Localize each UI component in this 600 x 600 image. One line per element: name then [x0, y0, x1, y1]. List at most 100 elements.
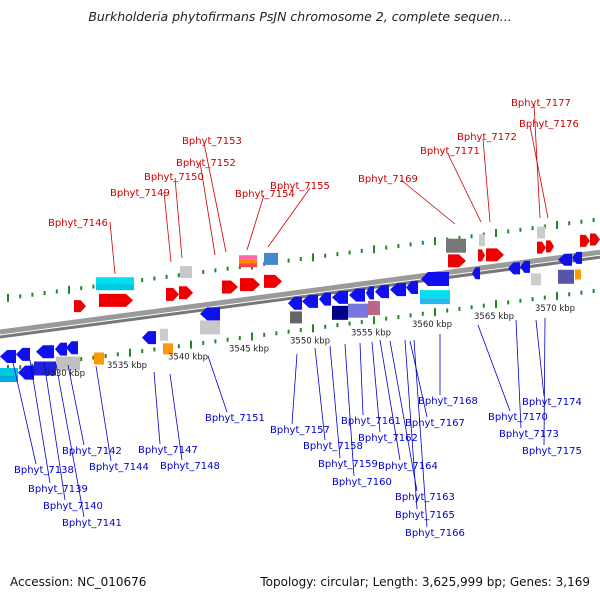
- reverse-gene-label: Bphyt_7159: [318, 459, 378, 470]
- reverse-label-leader: [314, 347, 326, 441]
- reverse-gene-arrow: [0, 350, 16, 363]
- reverse-gene-box: [56, 356, 80, 371]
- tick-mark-upper: [7, 293, 9, 302]
- accession-text: Accession: NC_010676: [10, 575, 147, 589]
- reverse-gene-arrow: [332, 290, 348, 304]
- tick-mark-upper: [19, 294, 22, 299]
- forward-label-leader: [267, 187, 311, 248]
- reverse-gene-arrow: [472, 267, 480, 280]
- forward-label-leader: [174, 177, 183, 259]
- tick-mark-upper: [226, 266, 229, 271]
- reverse-gene-arrow: [200, 307, 220, 321]
- tick-mark-upper: [434, 237, 436, 246]
- tick-mark-lower: [324, 324, 327, 329]
- kbp-tick-label: 3545 kbp: [229, 345, 269, 355]
- reverse-gene-label: Bphyt_7173: [499, 429, 559, 440]
- reverse-gene-arrow: [558, 253, 572, 266]
- forward-label-leader: [203, 142, 227, 253]
- tick-mark-upper: [92, 284, 95, 289]
- reverse-gene-box: [94, 352, 104, 365]
- reverse-label-leader: [515, 319, 522, 429]
- reverse-gene-box: [93, 337, 103, 350]
- forward-gene-arrow: [240, 278, 260, 292]
- reverse-label-leader: [543, 317, 546, 446]
- tick-mark-lower: [153, 347, 156, 352]
- forward-gene-box: [537, 226, 545, 239]
- kbp-tick-label: 3560 kbp: [412, 320, 452, 330]
- reverse-gene-arrow: [55, 342, 67, 356]
- reverse-gene-label: Bphyt_7141: [62, 518, 122, 529]
- forward-gene-arrow: [537, 241, 546, 254]
- tick-mark-upper: [43, 291, 46, 296]
- forward-gene-arrow: [179, 286, 193, 300]
- tick-mark-upper: [360, 248, 363, 253]
- reverse-gene-box: [558, 269, 574, 284]
- tick-mark-lower: [129, 348, 131, 357]
- forward-gene-arrow: [478, 249, 485, 262]
- tick-mark-upper: [214, 268, 217, 273]
- forward-gene-box: [180, 266, 192, 279]
- reverse-label-leader: [409, 340, 428, 418]
- reverse-gene-arrow: [572, 251, 582, 264]
- tick-mark-lower: [580, 290, 583, 295]
- tick-mark-lower: [116, 352, 119, 357]
- tick-mark-upper: [165, 274, 168, 279]
- tick-mark-upper: [373, 245, 375, 254]
- tick-mark-upper: [470, 234, 473, 239]
- reverse-label-leader: [67, 364, 85, 446]
- reverse-gene-label: Bphyt_7142: [62, 446, 122, 457]
- tick-mark-upper: [556, 220, 558, 229]
- tick-mark-upper: [531, 226, 534, 231]
- tick-mark-lower: [190, 340, 192, 349]
- tick-mark-lower: [507, 300, 510, 305]
- forward-gene-arrow: [448, 254, 466, 268]
- tick-mark-lower: [543, 295, 546, 300]
- reverse-label-leader: [359, 342, 364, 416]
- tick-mark-upper: [397, 244, 400, 249]
- tick-mark-lower: [495, 300, 497, 309]
- reverse-gene-arrow: [36, 345, 54, 359]
- reverse-gene-arrow: [18, 365, 34, 380]
- reverse-gene-label: Bphyt_7170: [488, 412, 548, 423]
- tick-mark-lower: [238, 336, 241, 341]
- reverse-gene-label: Bphyt_7158: [303, 441, 363, 452]
- forward-gene-box: [264, 252, 278, 265]
- tick-mark-lower: [373, 316, 375, 325]
- reverse-gene-label: Bphyt_7148: [160, 461, 220, 472]
- tick-mark-lower: [409, 313, 412, 318]
- tick-mark-upper: [458, 235, 461, 240]
- reverse-gene-box: [575, 269, 581, 280]
- reverse-label-leader: [29, 359, 51, 484]
- forward-label-leader: [400, 179, 456, 225]
- tick-mark-lower: [104, 353, 107, 358]
- forward-gene-label: Bphyt_7149: [110, 188, 170, 199]
- reverse-label-leader: [379, 339, 401, 461]
- tick-mark-lower: [214, 339, 217, 344]
- forward-gene-arrow: [546, 240, 554, 253]
- reverse-label-leader: [207, 355, 228, 413]
- tick-mark-lower: [482, 303, 485, 308]
- reverse-gene-arrow: [66, 341, 78, 355]
- tick-mark-lower: [251, 332, 253, 341]
- forward-label-leader: [529, 125, 549, 219]
- tick-mark-lower: [458, 306, 461, 311]
- reverse-gene-box: [420, 298, 450, 305]
- tick-mark-upper: [409, 242, 412, 247]
- forward-gene-label: Bphyt_7176: [519, 119, 579, 130]
- forward-gene-arrow: [486, 248, 504, 262]
- reverse-gene-arrow: [288, 296, 302, 310]
- reverse-gene-arrow: [366, 286, 374, 300]
- forward-gene-arrow: [74, 300, 86, 313]
- reverse-gene-box: [348, 303, 368, 318]
- reverse-gene-arrow: [421, 272, 449, 287]
- reverse-gene-box: [290, 311, 302, 324]
- tick-mark-upper: [421, 240, 424, 245]
- reverse-gene-label: Bphyt_7144: [89, 462, 149, 473]
- reverse-label-leader: [389, 340, 418, 492]
- reverse-gene-box: [160, 328, 168, 341]
- tick-mark-lower: [336, 323, 339, 328]
- reverse-gene-label: Bphyt_7160: [332, 477, 392, 488]
- reverse-label-leader: [329, 345, 341, 459]
- tick-mark-lower: [287, 329, 290, 334]
